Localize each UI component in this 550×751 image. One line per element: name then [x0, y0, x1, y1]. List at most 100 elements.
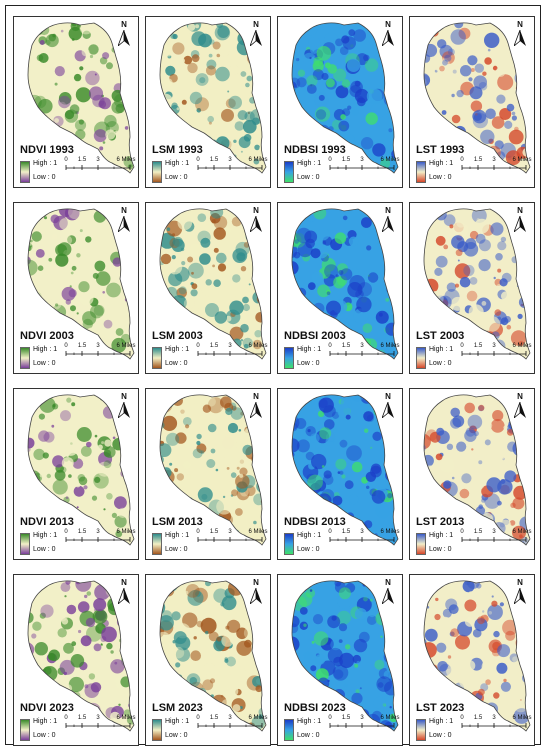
panel-title: LST 2023 — [416, 702, 465, 714]
scale-tick: 3 — [492, 715, 496, 721]
study-area-map — [27, 208, 135, 360]
legend: High : 1 Low : 0 — [152, 346, 212, 371]
study-area-boundary — [291, 394, 399, 546]
north-label: N — [385, 392, 391, 401]
north-label: N — [517, 578, 523, 587]
scale-bar-graphic — [197, 723, 263, 728]
north-arrow-icon — [514, 216, 526, 232]
scale-tick: 0 — [196, 343, 200, 349]
scale-tick: 3 — [492, 343, 496, 349]
legend: High : 1 Low : 0 — [20, 346, 80, 371]
scale-bar-graphic — [461, 165, 527, 170]
scale-bar: 0 1.5 3 6 Miles — [64, 157, 136, 179]
scale-tick: 6 Miles — [512, 529, 532, 535]
legend-color-ramp — [416, 719, 426, 741]
scale-tick: 0 — [460, 157, 464, 163]
scale-bar: 0 1.5 3 6 Miles — [328, 157, 400, 179]
north-arrow: N — [248, 578, 264, 605]
legend: High : 1 Low : 0 — [416, 346, 476, 371]
study-area-map — [291, 580, 399, 732]
scale-tick: 0 — [460, 343, 464, 349]
north-arrow: N — [512, 206, 528, 233]
study-area-map — [27, 22, 135, 174]
study-area-map — [291, 394, 399, 546]
panel-title: LSM 2003 — [152, 330, 203, 342]
scale-bar: 0 1.5 3 6 Miles — [328, 715, 400, 737]
scale-tick: 1.5 — [473, 529, 483, 535]
north-arrow-icon — [514, 588, 526, 604]
legend-color-ramp — [20, 719, 30, 741]
legend: High : 1 Low : 0 — [284, 532, 344, 557]
scale-tick: 1.5 — [77, 343, 87, 349]
scale-tick: 1.5 — [77, 157, 87, 163]
scale-bar: 0 1.5 3 6 Miles — [460, 715, 532, 737]
north-label: N — [517, 206, 523, 215]
legend: High : 1 Low : 0 — [20, 160, 80, 185]
map-panel-ndbsi-1993: N NDBSI 1993 High : 1 Low : 0 0 1.5 3 6 … — [277, 16, 403, 188]
scale-tick: 3 — [360, 715, 364, 721]
legend-color-ramp — [152, 533, 162, 555]
scale-tick: 6 Miles — [248, 715, 268, 721]
legend-low-label: Low : 0 — [429, 360, 452, 367]
scale-bar: 0 1.5 3 6 Miles — [328, 529, 400, 551]
legend-low-label: Low : 0 — [297, 174, 320, 181]
north-arrow-icon — [382, 402, 394, 418]
legend-high-label: High : 1 — [33, 346, 58, 353]
legend-color-ramp — [416, 161, 426, 183]
panel-title: LST 2013 — [416, 516, 465, 528]
scale-bar-graphic — [197, 537, 263, 542]
scale-bar-graphic — [461, 537, 527, 542]
study-area-map — [423, 208, 531, 360]
north-arrow: N — [116, 206, 132, 233]
panel-title: NDVI 2023 — [20, 702, 74, 714]
north-label: N — [121, 206, 127, 215]
scale-tick: 3 — [360, 529, 364, 535]
map-figure: N NDVI 1993 High : 1 Low : 0 0 1.5 3 6 M… — [5, 5, 541, 746]
north-arrow-icon — [118, 216, 130, 232]
north-arrow: N — [380, 206, 396, 233]
scale-tick: 6 Miles — [512, 715, 532, 721]
scale-tick: 3 — [228, 715, 232, 721]
study-area-map — [159, 208, 267, 360]
scale-tick: 1.5 — [77, 715, 87, 721]
map-panel-ndbsi-2013: N NDBSI 2013 High : 1 Low : 0 0 1.5 3 6 … — [277, 388, 403, 560]
scale-bar-graphic — [65, 165, 131, 170]
legend: High : 1 Low : 0 — [152, 718, 212, 743]
map-panel-lst-2013: N LST 2013 High : 1 Low : 0 0 1.5 3 6 Mi… — [409, 388, 535, 560]
legend-color-ramp — [152, 719, 162, 741]
legend-low-label: Low : 0 — [165, 360, 188, 367]
scale-tick: 0 — [460, 715, 464, 721]
scale-bar-graphic — [65, 723, 131, 728]
legend-low-label: Low : 0 — [165, 174, 188, 181]
study-area-boundary — [159, 394, 267, 546]
scale-bar-graphic — [329, 165, 395, 170]
study-area-boundary — [27, 394, 135, 546]
scale-bar: 0 1.5 3 6 Miles — [460, 157, 532, 179]
scale-bar: 0 1.5 3 6 Miles — [460, 343, 532, 365]
scale-tick: 0 — [328, 529, 332, 535]
legend-high-label: High : 1 — [297, 532, 322, 539]
legend-low-label: Low : 0 — [33, 174, 56, 181]
study-area-map — [423, 580, 531, 732]
legend: High : 1 Low : 0 — [152, 160, 212, 185]
north-label: N — [253, 20, 259, 29]
legend-high-label: High : 1 — [165, 718, 190, 725]
legend-high-label: High : 1 — [429, 160, 454, 167]
scale-tick: 1.5 — [341, 529, 351, 535]
north-arrow: N — [380, 392, 396, 419]
north-arrow: N — [116, 20, 132, 47]
legend-color-ramp — [284, 161, 294, 183]
map-panel-lsm-1993: N LSM 1993 High : 1 Low : 0 0 1.5 3 6 Mi… — [145, 16, 271, 188]
north-arrow-icon — [118, 30, 130, 46]
study-area-boundary — [291, 580, 399, 732]
legend-color-ramp — [416, 533, 426, 555]
scale-tick: 3 — [96, 529, 100, 535]
north-label: N — [385, 578, 391, 587]
scale-tick: 6 Miles — [248, 529, 268, 535]
scale-bar-graphic — [65, 351, 131, 356]
legend-low-label: Low : 0 — [429, 546, 452, 553]
legend-low-label: Low : 0 — [33, 732, 56, 739]
north-arrow: N — [380, 20, 396, 47]
scale-tick: 6 Miles — [116, 157, 136, 163]
map-panel-ndvi-2023: N NDVI 2023 High : 1 Low : 0 0 1.5 3 6 M… — [13, 574, 139, 746]
